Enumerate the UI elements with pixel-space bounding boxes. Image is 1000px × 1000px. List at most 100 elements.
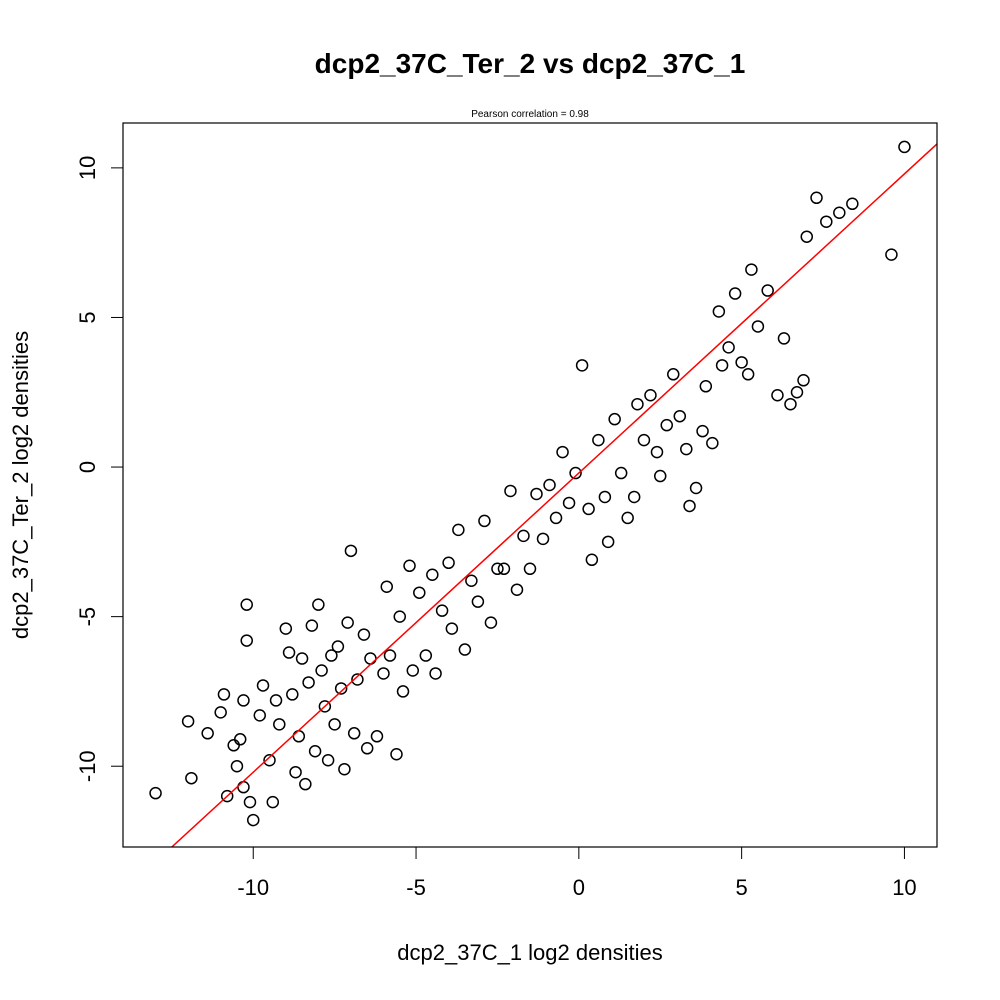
data-point xyxy=(240,598,253,611)
data-point xyxy=(289,765,302,779)
data-point xyxy=(429,667,442,680)
data-point xyxy=(536,532,550,546)
data-point xyxy=(598,490,612,504)
data-point xyxy=(484,616,498,629)
data-point xyxy=(253,709,266,722)
data-point xyxy=(220,789,234,803)
data-point xyxy=(230,759,244,773)
data-point xyxy=(185,771,198,785)
data-point xyxy=(292,730,306,743)
data-point xyxy=(318,700,332,713)
data-point xyxy=(745,263,758,276)
data-point xyxy=(426,568,439,581)
data-point xyxy=(458,643,472,656)
data-point xyxy=(370,730,384,743)
data-point xyxy=(341,616,354,629)
data-point xyxy=(569,466,582,480)
x-tick-label: 5 xyxy=(736,875,748,900)
data-point xyxy=(334,682,348,695)
data-point xyxy=(305,619,319,632)
data-point xyxy=(592,433,605,447)
data-point xyxy=(312,598,325,611)
data-point xyxy=(217,688,231,701)
data-point xyxy=(771,389,784,402)
x-tick-label: 10 xyxy=(892,875,916,900)
data-point xyxy=(377,667,390,680)
data-point xyxy=(237,694,250,707)
data-point xyxy=(800,230,814,243)
data-point xyxy=(797,374,810,387)
data-point xyxy=(357,628,371,641)
data-point xyxy=(299,777,312,791)
data-point xyxy=(201,727,214,740)
data-point xyxy=(266,795,280,809)
data-point xyxy=(282,646,296,659)
data-point xyxy=(240,634,253,647)
data-point xyxy=(325,649,338,662)
data-point xyxy=(556,445,569,459)
data-point xyxy=(471,595,485,608)
data-point xyxy=(680,442,693,456)
data-point xyxy=(820,215,833,228)
points-layer xyxy=(149,140,911,827)
x-axis: -10 -5 0 5 10 xyxy=(237,846,917,900)
data-point xyxy=(660,418,673,432)
x-tick-label: -5 xyxy=(406,875,426,900)
data-point xyxy=(227,739,240,752)
y-tick-label: 10 xyxy=(75,156,100,180)
data-point xyxy=(608,412,621,426)
data-point xyxy=(149,786,162,800)
data-point xyxy=(614,466,628,480)
data-point xyxy=(269,694,283,707)
data-point xyxy=(715,359,729,372)
data-point xyxy=(273,718,286,731)
data-point xyxy=(582,502,595,516)
data-point xyxy=(338,762,351,776)
data-point xyxy=(722,341,735,354)
data-point xyxy=(351,673,364,686)
data-point xyxy=(735,356,748,369)
data-point xyxy=(846,197,859,211)
data-point xyxy=(246,813,260,827)
data-point xyxy=(256,679,270,692)
data-point xyxy=(393,610,407,623)
y-tick-label: 0 xyxy=(75,461,100,473)
data-point xyxy=(491,562,504,576)
data-point xyxy=(712,305,726,318)
data-point xyxy=(233,733,247,746)
chart-subtitle: Pearson correlation = 0.98 xyxy=(471,109,589,120)
data-point xyxy=(530,487,543,501)
data-point xyxy=(328,718,341,731)
data-point xyxy=(650,445,664,459)
data-point xyxy=(601,535,615,549)
x-tick-label: 0 xyxy=(573,875,585,900)
data-point xyxy=(627,490,641,504)
data-point xyxy=(517,529,530,543)
regression-line xyxy=(170,143,937,847)
data-point xyxy=(689,481,703,495)
data-point xyxy=(390,748,403,761)
data-point xyxy=(295,652,309,665)
data-point xyxy=(523,562,537,576)
data-point xyxy=(621,511,634,525)
chart-title: dcp2_37C_Ter_2 vs dcp2_37C_1 xyxy=(315,48,746,79)
data-point xyxy=(777,332,791,345)
data-point xyxy=(761,284,774,297)
data-point xyxy=(403,559,416,573)
data-point xyxy=(286,688,299,701)
data-point xyxy=(478,514,491,528)
data-point xyxy=(575,359,589,372)
data-point xyxy=(543,478,556,492)
data-point xyxy=(419,649,433,662)
data-point xyxy=(331,640,345,653)
data-point xyxy=(898,140,911,154)
data-point xyxy=(696,424,709,438)
y-tick-label: 5 xyxy=(75,311,100,323)
data-point xyxy=(637,433,651,447)
data-point xyxy=(706,436,719,450)
x-tick-label: -10 xyxy=(237,875,269,900)
data-point xyxy=(413,586,426,599)
y-axis-title: dcp2_37C_Ter_2 log2 densities xyxy=(8,331,33,639)
data-point xyxy=(347,727,361,740)
data-point xyxy=(644,389,657,402)
